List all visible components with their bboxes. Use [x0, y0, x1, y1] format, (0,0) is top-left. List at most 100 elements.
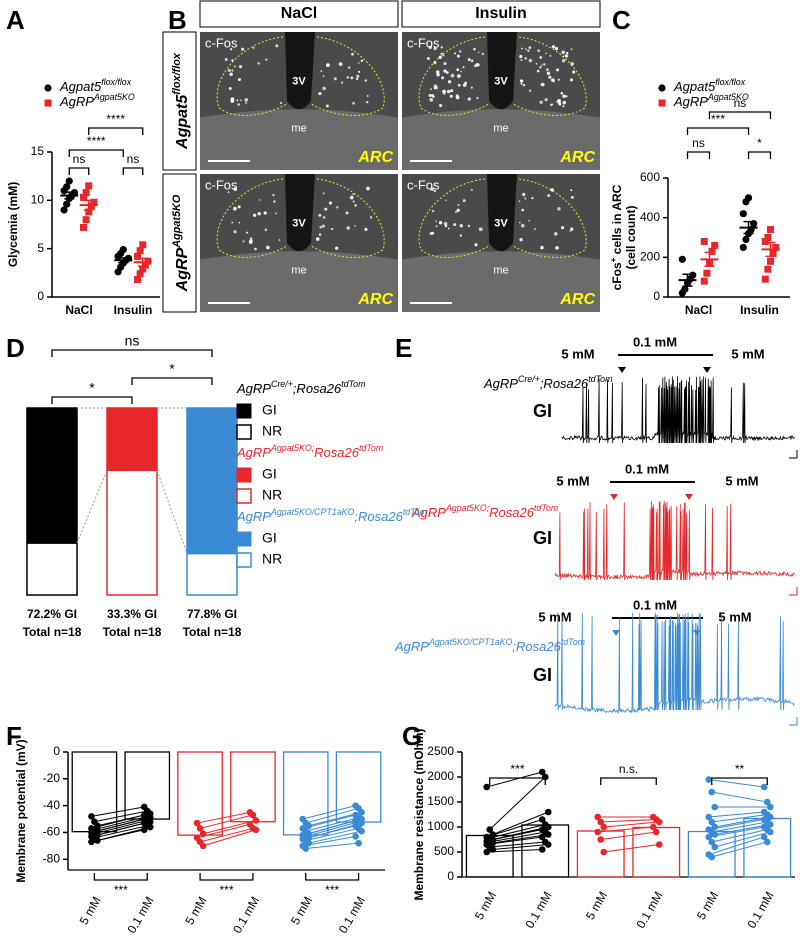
y-tick-label: -20: [43, 771, 61, 785]
cfos-cell: [318, 92, 322, 96]
region-label: ARC: [559, 291, 595, 308]
row-header: Agpat5flox/flox: [171, 52, 191, 150]
legend-label: GI: [262, 466, 277, 482]
error-bar: [64, 191, 75, 200]
cfos-cell: [321, 224, 325, 228]
cfos-cell: [240, 99, 242, 102]
legend-label: AgRPAgpat5KO: [673, 92, 749, 109]
x-tick-label: 0.1 mM: [744, 889, 776, 931]
data-point: [90, 198, 98, 206]
cfos-cell: [443, 221, 448, 226]
data-point: [199, 842, 207, 850]
response-label: GI: [533, 665, 552, 685]
cfos-cell: [462, 66, 465, 69]
cfos-cell: [229, 72, 233, 76]
cfos-cell: [265, 58, 268, 61]
superscript: Agpat5KO: [707, 92, 749, 102]
data-point: [538, 768, 546, 776]
cfos-cell: [561, 58, 566, 63]
pair-line: [94, 815, 148, 831]
cfos-cell: [459, 224, 464, 228]
cfos-cell: [554, 47, 559, 51]
y-tick-label: 10: [31, 193, 45, 207]
text-run: Agpat5: [59, 79, 102, 94]
cfos-cell: [459, 234, 463, 237]
cfos-cell: [438, 55, 442, 60]
data-point: [708, 853, 716, 861]
superscript: tdTom: [341, 379, 365, 389]
significance-label: ****: [87, 134, 106, 148]
data-point: [594, 828, 602, 836]
pair-line: [91, 822, 145, 837]
pair-line: [711, 791, 768, 803]
data-point: [146, 823, 154, 831]
cfos-cell: [236, 99, 239, 102]
data-point: [486, 826, 494, 833]
cfos-cell: [447, 80, 452, 84]
data-point: [65, 177, 73, 185]
significance-label: ****: [106, 112, 125, 126]
pair-line: [486, 771, 543, 788]
x-tick-label: 5 mM: [182, 894, 209, 927]
data-point: [655, 818, 663, 826]
cfos-cell: [572, 70, 576, 74]
genotype-label: AgRPAgpat5KO/CPT1aKO;Rosa26tdTom: [394, 637, 585, 654]
cfos-cell: [459, 50, 462, 53]
text-run: ;Rosa26: [354, 509, 403, 524]
text-run: cFos: [610, 262, 624, 290]
x-tick-label: NaCl: [685, 303, 712, 317]
cfos-cell: [242, 240, 245, 243]
cfos-cell: [547, 194, 551, 198]
legend-label: NR: [262, 487, 282, 503]
cfos-cell: [435, 220, 437, 222]
stain-label: c-Fos: [407, 177, 440, 192]
cfos-cell: [354, 204, 357, 207]
cfos-cell: [249, 237, 253, 240]
data-point: [544, 808, 552, 816]
legend-title: AgRPAgpat5KO/CPT1aKO;Rosa26tdTom: [236, 507, 427, 524]
data-point: [678, 255, 686, 263]
cfos-cell: [228, 87, 232, 91]
value-label: 77.8% GI: [187, 607, 237, 621]
superscript: flox/flox: [101, 77, 132, 87]
cfos-cell: [428, 94, 432, 98]
cfos-cell: [561, 50, 566, 55]
panel-letter: E: [395, 333, 412, 363]
condition-label: 5 mM: [556, 473, 589, 488]
cfos-cell: [435, 225, 438, 228]
cfos-cell: [442, 54, 445, 57]
superscript: tdTom: [359, 443, 383, 453]
text-run: AgRP: [673, 94, 708, 109]
cfos-cell: [544, 98, 548, 102]
median-eminence: [200, 109, 398, 170]
cfos-cell: [519, 79, 524, 83]
cfos-cell: [467, 224, 471, 228]
cfos-cell: [348, 66, 351, 69]
voltage-trace: [554, 500, 795, 581]
y-tick-label: 0: [653, 289, 660, 303]
error-bar: [704, 251, 715, 268]
cfos-cell: [444, 224, 448, 228]
x-tick-label: NaCl: [65, 303, 92, 317]
cfos-cell: [535, 62, 538, 65]
cfos-cell: [543, 63, 546, 66]
cfos-cell: [539, 55, 543, 59]
third-ventricle: [285, 174, 315, 252]
significance-bracket: [686, 151, 711, 159]
eminence-label: me: [493, 265, 508, 277]
cfos-cell: [315, 237, 320, 241]
cfos-cell: [524, 57, 527, 60]
cfos-cell: [257, 212, 261, 216]
cfos-cell: [345, 211, 349, 215]
data-point: [655, 841, 663, 848]
superscript: tdTom: [588, 374, 612, 384]
cfos-cell: [539, 66, 542, 69]
cfos-cell: [521, 47, 523, 50]
row-header: AgRPAgpat5KO: [171, 194, 191, 292]
region-label: ARC: [357, 291, 393, 308]
superscript: Agpat5KO;: [445, 503, 490, 513]
cfos-cell: [447, 227, 450, 230]
pair-line: [305, 807, 359, 824]
cfos-cell: [462, 83, 467, 87]
